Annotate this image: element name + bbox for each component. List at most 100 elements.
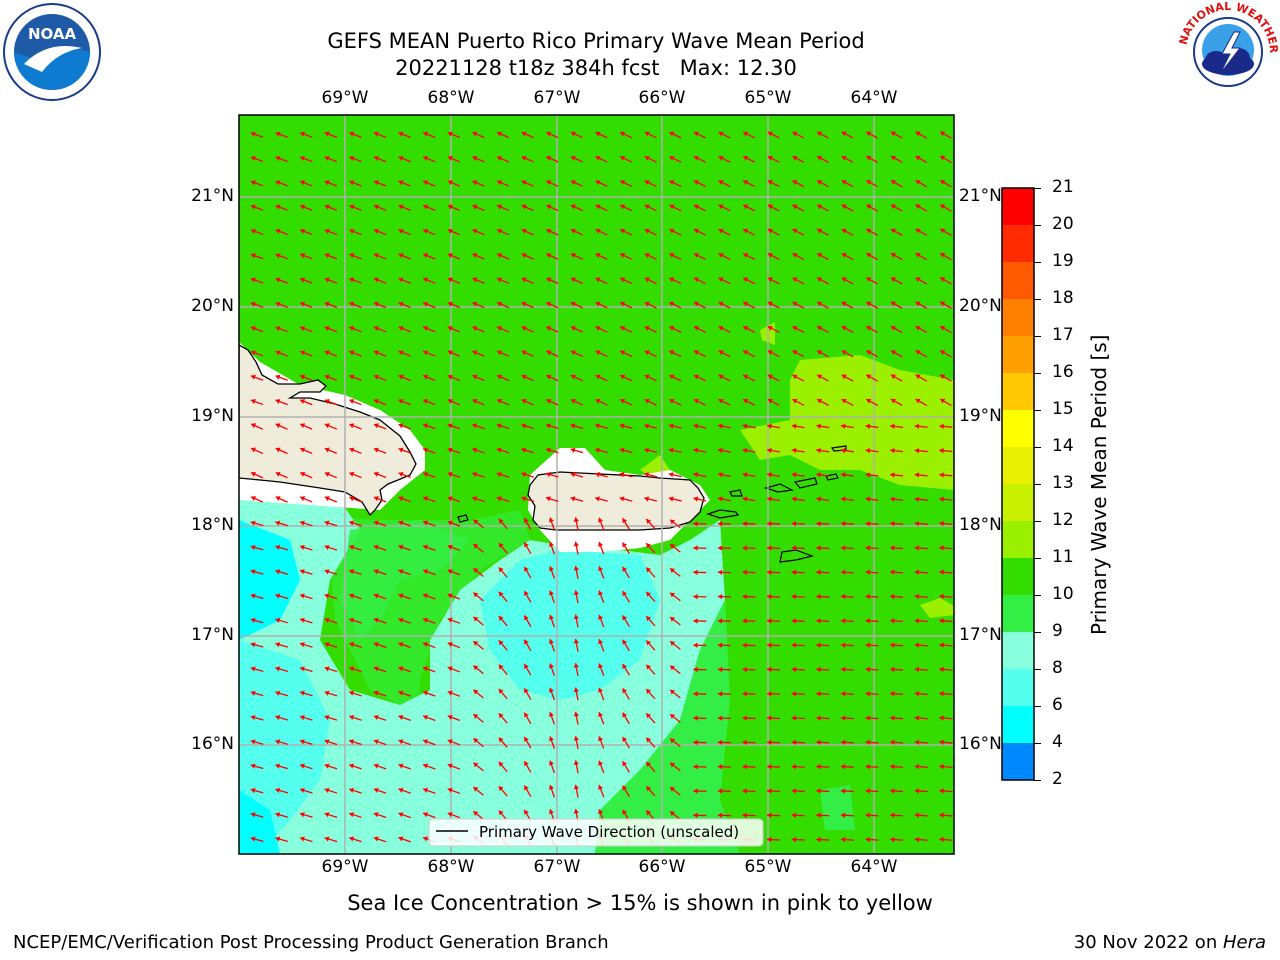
wave-arrow-head [521,471,527,478]
wave-arrow-head [473,762,479,768]
wave-arrow-head [521,326,527,331]
wave-arrow-head [890,836,895,843]
wave-arrow-head [890,228,896,234]
wave-arrow-head [718,155,724,161]
wave-arrow-head [398,544,404,550]
wave-arrow-head [324,642,330,648]
wave-arrow-head [275,180,281,186]
wave-arrow-head [423,228,429,234]
wave-arrow-head [620,180,626,186]
wave-arrow-head [299,787,305,794]
wave-arrow-head [423,496,428,502]
wave-arrow-head [275,812,281,818]
map-legend: Primary Wave Direction (unscaled) [428,818,764,847]
wave-arrow-head [890,204,896,210]
wave-arrow-head [693,593,698,600]
wave-arrow-head [767,180,773,185]
wave-arrow-head [915,301,921,307]
wave-arrow-head [548,639,554,645]
wave-arrow-head [497,155,502,161]
wave-arrow-head [398,253,404,259]
wave-arrow-head [817,277,823,283]
wave-arrow-head [250,544,256,551]
wave-arrow-head [939,812,944,818]
wave-arrow-head [940,155,946,161]
wave-arrow-head [349,326,355,332]
wave-arrow-head [473,714,479,719]
wave-arrow-head [743,398,749,404]
wave-arrow-head [644,204,650,210]
wave-arrow-head [275,617,281,623]
wave-arrow-head [791,521,797,527]
wave-arrow-head [767,618,772,624]
wave-arrow-head [767,691,772,697]
wave-arrow-head [742,618,747,624]
wave-arrow-head [324,374,330,380]
wave-arrow-head [299,544,305,551]
wave-arrow-head [373,642,379,648]
wave-arrow-head [300,253,306,259]
wave-arrow-head [791,764,797,770]
wave-arrow-head [300,301,306,307]
wave-arrow-head [447,520,453,526]
wave-arrow-head [423,690,428,696]
wave-arrow-head [573,614,580,620]
wave-arrow-head [324,690,330,696]
wave-arrow-head [275,739,281,745]
wave-arrow-head [791,545,797,551]
colorbar-tick-mark [1034,520,1041,522]
wave-arrow-head [521,204,527,210]
wave-arrow-head [717,521,723,527]
wave-arrow-head [324,326,330,332]
wave-arrow-head [620,204,626,210]
wave-arrow-head [669,325,675,331]
wave-arrow-head [668,447,674,454]
wave-arrow-head [718,277,724,283]
wave-arrow-head [866,228,872,234]
wave-arrow-head [620,326,626,331]
wave-arrow-head [546,301,552,307]
wave-arrow-head [816,642,821,648]
wave-arrow-head [595,398,601,404]
wave-arrow-head [598,590,604,596]
wave-arrow-head [670,738,676,744]
wave-arrow-head [865,812,870,818]
wave-arrow-head [840,569,846,575]
wave-arrow-head [668,496,674,502]
wave-arrow-head [349,569,355,575]
wave-arrow-head [398,812,404,818]
wave-arrow-head [622,712,628,718]
wave-arrow-head [398,690,404,696]
sea-ice-note: Sea Ice Concentration > 15% is shown in … [347,891,933,915]
wave-arrow-head [472,277,478,283]
wave-arrow-head [841,325,847,331]
wave-arrow-head [915,131,921,137]
wave-arrow-head [595,253,601,258]
wave-arrow-head [670,689,676,695]
wave-arrow-head [767,374,773,380]
wave-arrow-head [718,496,723,502]
wave-arrow-head [791,691,797,697]
wave-arrow-head [324,180,330,186]
wave-arrow-head [890,593,895,600]
wave-arrow-head [646,567,652,573]
wave-arrow-head [743,131,749,137]
wave-arrow-head [373,447,379,453]
wave-arrow-head [767,545,772,551]
wave-arrow-head [742,642,747,648]
wave-arrow-head [940,350,946,355]
wave-arrow-head [620,398,626,404]
wave-arrow-head [644,277,650,283]
wave-arrow-head [598,566,604,572]
wave-arrow-head [693,398,699,404]
wave-arrow-head [792,277,798,283]
wave-arrow-head [398,520,404,526]
wave-arrow-head [792,325,798,331]
wave-arrow-head [573,517,580,523]
wave-arrow-head [497,253,502,259]
wave-arrow-head [940,374,946,380]
wave-arrow-head [299,593,305,599]
wave-arrow-head [524,736,529,742]
wave-arrow-head [620,131,626,137]
